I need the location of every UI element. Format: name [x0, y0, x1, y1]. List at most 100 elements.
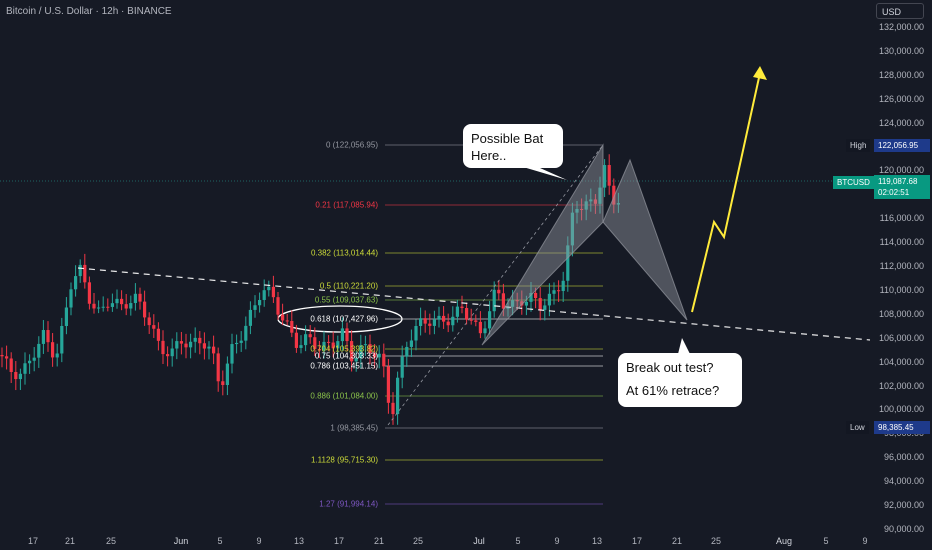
candle [322, 331, 326, 359]
candle [557, 280, 561, 302]
candle [294, 324, 298, 353]
projection-path [691, 72, 761, 313]
price-tick-label: 116,000.00 [879, 213, 924, 224]
candle [488, 300, 492, 335]
descending-trendline [77, 267, 871, 341]
price-tick-label: 92,000.00 [883, 500, 924, 510]
time-tick-label: 13 [293, 536, 305, 546]
candle [207, 341, 211, 360]
candle [290, 310, 294, 338]
candle [391, 392, 395, 425]
price-tick-label: 100,000.00 [878, 404, 924, 415]
callout-pointer [678, 338, 690, 354]
candle [230, 333, 234, 374]
candle [235, 334, 239, 354]
candle [529, 281, 533, 312]
price-tick-label: 94,000.00 [883, 476, 924, 487]
price-axis[interactable]: 132,000.00 130,000.00 128,000.00 126,000.00… [838, 0, 932, 550]
candle [396, 371, 400, 425]
time-tick-label: 21 [64, 536, 76, 546]
candle [478, 311, 482, 339]
candle [166, 346, 170, 367]
candle [83, 253, 87, 289]
candle [37, 336, 41, 368]
currency-selector[interactable]: USD [876, 3, 924, 19]
callout-line: At 61% retrace? [626, 383, 720, 398]
time-tick-label: 17 [27, 536, 39, 546]
candle [580, 198, 584, 221]
candle [285, 313, 289, 326]
candle [69, 282, 73, 316]
callout-line: Here.. [471, 148, 507, 163]
time-tick-label: 25 [412, 536, 424, 546]
time-tick-label: 17 [631, 536, 643, 546]
price-tick-label: 126,000.00 [878, 93, 924, 104]
candle [74, 265, 78, 297]
candle [368, 334, 372, 365]
candle [248, 301, 252, 335]
price-tick-label: 106,000.00 [878, 332, 924, 343]
candle [106, 298, 110, 312]
candle [124, 293, 128, 316]
fib-trend-diagonal [387, 144, 604, 426]
candle [423, 310, 427, 333]
time-tick-label: 9 [256, 536, 262, 546]
candle [161, 330, 165, 364]
candle [566, 236, 570, 292]
candle [64, 297, 68, 335]
candle [18, 368, 22, 390]
price-tick-label: 124,000.00 [878, 117, 924, 128]
candle [92, 292, 96, 314]
callout-break-out-test[interactable]: Break out test? At 61% retrace? [618, 338, 742, 407]
candle [138, 287, 142, 310]
candle [281, 303, 285, 326]
time-tick-label: 17 [333, 536, 345, 546]
candle [184, 333, 188, 359]
candle [373, 343, 377, 369]
candle [253, 295, 257, 318]
candle [32, 347, 36, 372]
candle [193, 327, 197, 353]
fib-level-label: 0.75 (104,303.33) [314, 351, 378, 361]
callout-line: Possible Bat [471, 131, 544, 146]
candle [115, 289, 119, 309]
candle [129, 295, 133, 316]
candle [612, 178, 616, 214]
candle [143, 290, 147, 326]
callout-possible-bat[interactable]: Possible Bat Here.. [463, 124, 567, 180]
candle [78, 259, 82, 283]
candle [110, 293, 114, 312]
callout-pointer [513, 164, 567, 180]
candle [262, 279, 266, 307]
candle [497, 280, 501, 301]
time-tick-label: 25 [105, 536, 117, 546]
candle [313, 327, 317, 357]
candle [616, 192, 620, 213]
candle [317, 340, 321, 358]
candle [350, 330, 354, 372]
candle [575, 201, 579, 224]
candle [538, 287, 542, 321]
candle [216, 347, 220, 392]
candle [584, 194, 588, 221]
price-tick-label: 130,000.00 [878, 45, 924, 56]
candle [23, 352, 27, 385]
candle [589, 188, 593, 212]
candle [258, 292, 262, 313]
time-tick-label: 21 [373, 536, 385, 546]
candle [0, 347, 4, 368]
price-tick-label: 110,000.00 [879, 284, 924, 295]
candle [133, 283, 137, 311]
low-value-tag: 98,385.45 [874, 421, 930, 434]
price-tick-label: 90,000.00 [883, 523, 924, 534]
candle [271, 275, 275, 303]
candle [14, 361, 18, 391]
candle [432, 310, 436, 335]
price-tick-label: 108,000.00 [878, 308, 924, 319]
candle [515, 292, 519, 311]
candle [221, 370, 225, 396]
candle [5, 345, 9, 370]
candle [492, 281, 496, 318]
candle [460, 295, 464, 314]
